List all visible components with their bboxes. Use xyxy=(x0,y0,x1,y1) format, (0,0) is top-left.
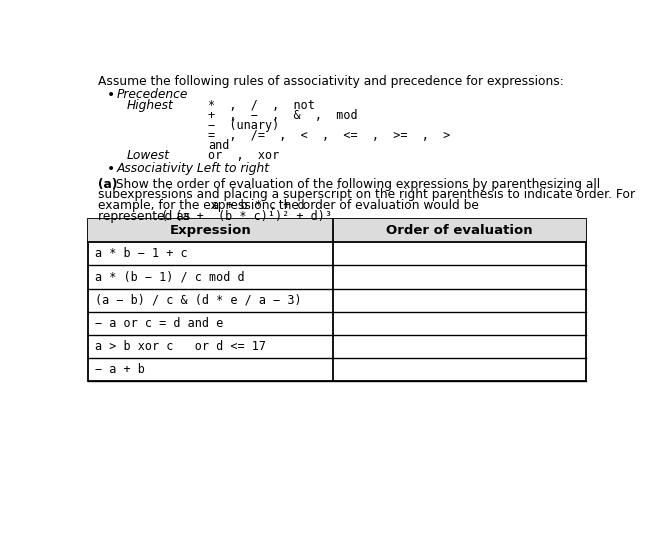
Text: Highest: Highest xyxy=(126,99,173,112)
Text: example, for the expression: example, for the expression xyxy=(98,199,273,212)
Text: Precedence: Precedence xyxy=(116,88,188,101)
Text: a * (b − 1) / c mod d: a * (b − 1) / c mod d xyxy=(95,270,244,283)
Text: represented as: represented as xyxy=(98,210,194,223)
Text: Order of evaluation: Order of evaluation xyxy=(386,224,532,237)
Text: a + b * c + d: a + b * c + d xyxy=(213,199,305,212)
Text: and: and xyxy=(208,139,229,152)
Text: a > b xor c   or d <= 17: a > b xor c or d <= 17 xyxy=(95,340,266,353)
Text: − a or c = d and e: − a or c = d and e xyxy=(95,317,223,330)
Text: a * b − 1 + c: a * b − 1 + c xyxy=(95,248,188,261)
Text: •: • xyxy=(107,88,115,102)
Text: =  ,  /=  ,  <  ,  <=  ,  >=  ,  >: = , /= , < , <= , >= , > xyxy=(208,129,450,142)
Text: ( (a +  (b * c)¹)² + d)³: ( (a + (b * c)¹)² + d)³ xyxy=(161,210,332,223)
Text: •: • xyxy=(107,162,115,176)
Text: *  ,  /  ,  not: * , / , not xyxy=(208,99,315,112)
Text: , the order of evaluation would be: , the order of evaluation would be xyxy=(270,199,478,212)
Text: or  ,  xor: or , xor xyxy=(208,149,279,162)
Text: Assume the following rules of associativity and precedence for expressions:: Assume the following rules of associativ… xyxy=(98,75,563,88)
Bar xyxy=(88,219,586,243)
Text: (a − b) / c & (d * e / a − 3): (a − b) / c & (d * e / a − 3) xyxy=(95,294,301,307)
Text: Associativity Left to right: Associativity Left to right xyxy=(116,162,269,175)
Text: (a): (a) xyxy=(98,178,117,191)
Text: +  ,  −  ,  &  ,  mod: + , − , & , mod xyxy=(208,109,357,122)
Text: Show the order of evaluation of the following expressions by parenthesizing all: Show the order of evaluation of the foll… xyxy=(113,178,601,191)
Text: −  (unary): − (unary) xyxy=(208,119,279,132)
Bar xyxy=(88,219,586,381)
Text: subexpressions and placing a superscript on the right parenthesis to indicate or: subexpressions and placing a superscript… xyxy=(98,188,635,201)
Text: Expression: Expression xyxy=(170,224,251,237)
Text: − a + b: − a + b xyxy=(95,363,145,376)
Text: Lowest: Lowest xyxy=(126,149,169,162)
